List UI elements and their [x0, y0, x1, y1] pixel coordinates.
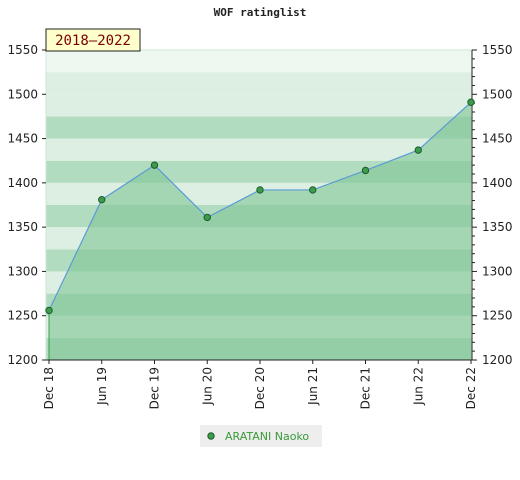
x-tick-label: Dec 22	[464, 367, 478, 409]
y-tick-label-left: 1450	[7, 132, 38, 146]
y-tick-label-left: 1500	[7, 87, 38, 101]
data-point[interactable]	[98, 195, 106, 204]
data-point[interactable]	[256, 186, 264, 194]
legend-box	[200, 425, 322, 447]
x-tick-label: Dec 19	[148, 367, 162, 409]
x-tick-label: Jun 20	[200, 367, 214, 406]
y-tick-label-left: 1200	[7, 353, 38, 367]
x-tick-label: Jun 19	[95, 367, 109, 406]
y-axis-right: 1200 1250 1300 1350 1400 1450 1500 1550	[471, 43, 513, 367]
period-badge: 2018–2022	[45, 28, 141, 52]
grid-band	[46, 116, 472, 139]
y-tick-label-left: 1400	[7, 176, 38, 190]
y-tick-label-right: 1400	[482, 176, 513, 190]
grid-band	[46, 50, 472, 73]
legend-marker	[207, 432, 215, 440]
data-point[interactable]	[45, 306, 53, 315]
legend-label: ARATANI Naoko	[225, 430, 309, 443]
y-tick-label-left: 1350	[7, 220, 38, 234]
y-tick-label-right: 1350	[482, 220, 513, 234]
x-tick-label: Dec 20	[253, 367, 267, 409]
y-tick-label-right: 1450	[482, 132, 513, 146]
x-tick-label: Dec 18	[42, 367, 56, 409]
data-point[interactable]	[414, 146, 422, 154]
data-point[interactable]	[467, 98, 475, 106]
x-tick-label: Jun 22	[411, 367, 425, 406]
x-tick-label: Dec 21	[359, 367, 373, 409]
period-badge-box	[45, 28, 141, 52]
y-tick-label-right: 1200	[482, 353, 513, 367]
grid-band	[46, 138, 472, 161]
y-axis-left: 1200 1250 1300 1350 1400 1450 1500 1550	[7, 43, 46, 367]
data-points	[45, 98, 475, 315]
y-tick-label-left: 1250	[7, 309, 38, 323]
chart-title: WOF ratinglist	[214, 6, 307, 19]
data-point[interactable]	[203, 213, 211, 222]
data-point[interactable]	[150, 161, 159, 169]
y-tick-label-right: 1250	[482, 309, 513, 323]
grid-band	[46, 72, 472, 95]
x-tick-label: Jun 21	[306, 367, 320, 406]
y-tick-label-right: 1500	[482, 87, 513, 101]
legend[interactable]: ARATANI Naoko	[200, 425, 322, 447]
y-tick-label-left: 1550	[7, 43, 38, 57]
data-point[interactable]	[309, 186, 317, 194]
y-tick-label-right: 1300	[482, 264, 513, 278]
period-badge-label: 2018–2022	[55, 33, 131, 49]
y-tick-label-left: 1300	[7, 264, 38, 278]
grid-band	[46, 94, 472, 117]
data-point[interactable]	[361, 166, 370, 175]
x-axis: Dec 18 Jun 19 Dec 19 Jun 20 Dec 20 Jun 21 Dec …	[42, 359, 478, 409]
y-tick-label-right: 1550	[482, 43, 513, 57]
